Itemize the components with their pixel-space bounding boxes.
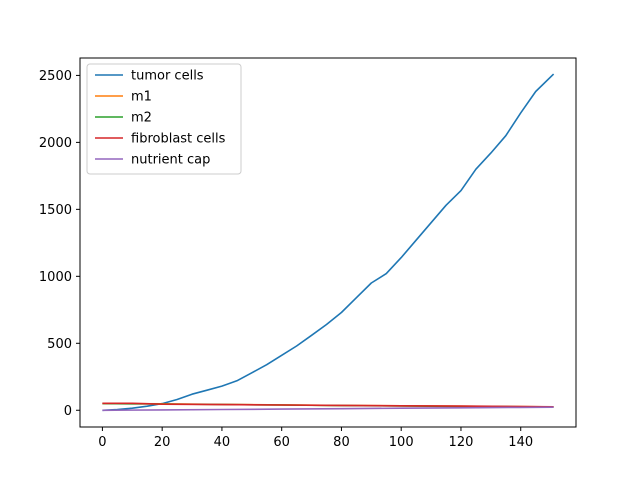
series-line-0 — [102, 73, 555, 412]
x-tick-label: 20 — [154, 435, 171, 450]
y-tick-label: 2500 — [39, 69, 72, 84]
legend-label-3: fibroblast cells — [131, 132, 226, 147]
legend-label-0: tumor cells — [131, 69, 204, 84]
x-tick-label: 40 — [214, 435, 231, 450]
series-line-4 — [102, 406, 554, 412]
legend-label-4: nutrient cap — [131, 153, 210, 168]
y-tick-label: 2000 — [39, 136, 72, 151]
y-axis: 0 500 1000 1500 2000 2500 — [39, 69, 80, 419]
x-tick-label: 100 — [389, 435, 414, 450]
series-layer — [102, 73, 555, 412]
y-tick-label: 1000 — [39, 270, 72, 285]
axes-frame — [79, 57, 577, 428]
series-line-3 — [102, 402, 554, 408]
y-tick-label: 500 — [47, 337, 72, 352]
y-tick-label: 1500 — [39, 203, 72, 218]
x-tick-label: 80 — [333, 435, 350, 450]
x-tick-label: 60 — [273, 435, 290, 450]
x-tick-label: 120 — [449, 435, 474, 450]
x-tick-label: 140 — [508, 435, 533, 450]
x-axis: 0 20 40 60 80 100 120 140 — [98, 427, 533, 450]
legend-label-1: m1 — [131, 90, 152, 105]
legend: tumor cells m1 m2 fibroblast cells nutrient … — [86, 63, 242, 175]
legend-label-2: m2 — [131, 111, 152, 126]
y-tick-label: 0 — [64, 404, 72, 419]
x-tick-label: 0 — [98, 435, 106, 450]
legend-box — [86, 63, 242, 175]
